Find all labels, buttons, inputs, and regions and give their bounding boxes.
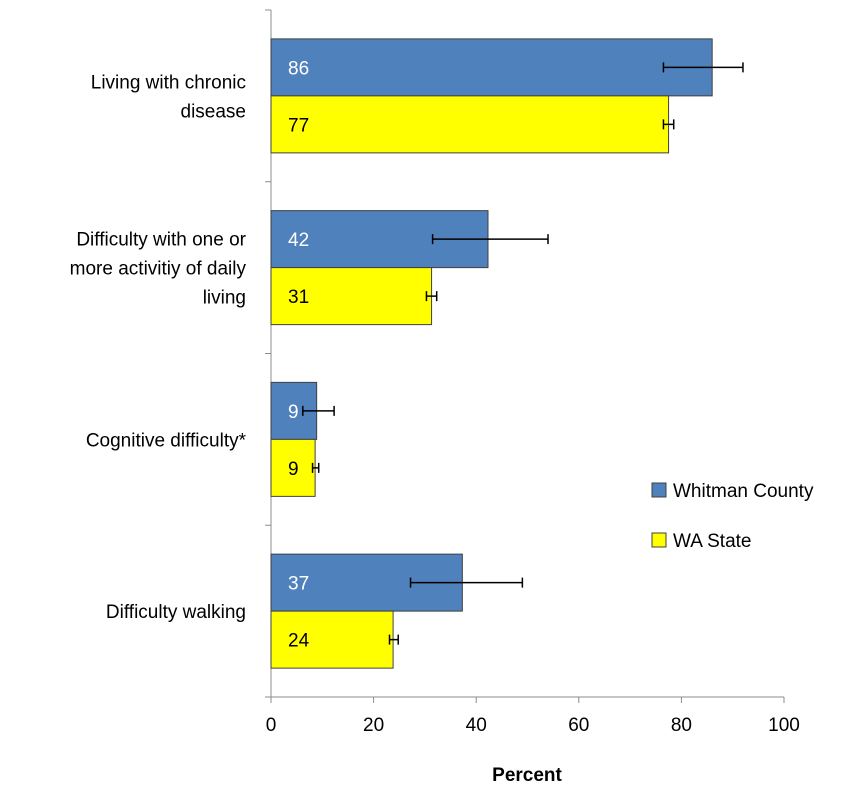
x-tick-label: 20 <box>363 715 384 736</box>
data-label: 37 <box>288 574 309 595</box>
category-label-line: Living with chronic <box>91 72 246 93</box>
data-labels: 86 42 9 37 77 31 9 24 <box>288 58 310 651</box>
data-label: 9 <box>288 402 299 423</box>
category-label-line: Cognitive difficulty* <box>86 430 247 451</box>
x-tick-label: 100 <box>768 715 800 736</box>
legend-label: Whitman County <box>673 481 814 502</box>
x-tick-label: 0 <box>266 715 277 736</box>
category-label-line: living <box>203 288 246 309</box>
legend: Whitman County WA State <box>651 481 814 552</box>
bar <box>270 95 670 154</box>
bar <box>270 38 713 97</box>
legend-swatch <box>651 482 667 498</box>
data-label: 24 <box>288 631 310 652</box>
bar <box>270 438 316 497</box>
data-label: 9 <box>288 459 299 480</box>
category-label-line: Difficulty walking <box>106 602 246 623</box>
y-axis <box>265 9 272 698</box>
legend-swatch <box>651 532 667 548</box>
data-label: 31 <box>288 287 309 308</box>
x-tick-label: 80 <box>671 715 692 736</box>
x-tick-label: 40 <box>466 715 487 736</box>
category-label: Cognitive difficulty* <box>86 430 247 451</box>
data-label: 86 <box>288 58 309 79</box>
category-label: Difficulty with one or more activitiy of … <box>70 230 247 309</box>
x-tick-label: 60 <box>568 715 589 736</box>
error-bars <box>302 62 744 645</box>
data-label: 77 <box>288 115 309 136</box>
category-label: Difficulty walking <box>106 602 246 623</box>
category-label-line: more activitiy of daily <box>70 259 247 280</box>
category-label-line: disease <box>181 101 247 122</box>
x-axis-title: Percent <box>492 765 562 786</box>
legend-label: WA State <box>673 531 752 552</box>
category-label: Living with chronic disease <box>91 72 246 122</box>
category-label-line: Difficulty with one or <box>76 230 246 251</box>
bar <box>270 610 394 669</box>
category-labels: Living with chronic disease Difficulty wit… <box>70 72 247 623</box>
bars <box>270 38 713 669</box>
data-label: 42 <box>288 230 309 251</box>
x-axis: 0 20 40 60 80 100 <box>266 696 800 736</box>
bar <box>270 267 433 326</box>
